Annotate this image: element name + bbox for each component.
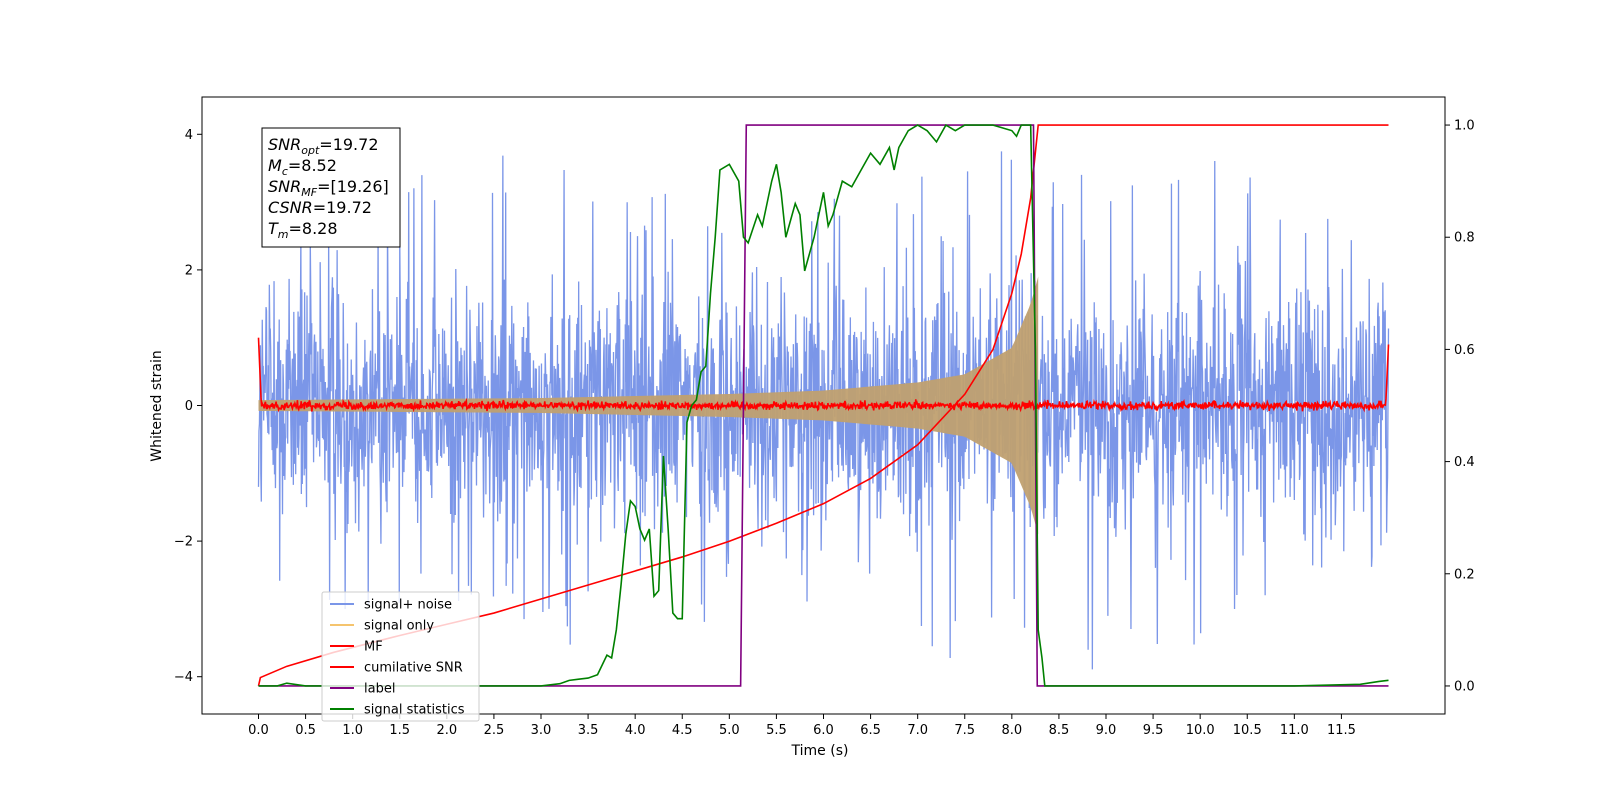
- annotation-line: SNRopt=19.72: [268, 135, 379, 157]
- x-tick-label: 7.0: [907, 723, 928, 738]
- x-tick-label: 4.0: [625, 723, 646, 738]
- metrics-annotation-box: SNRopt=19.72Mc=8.52SNRMF=[19.26]CSNR=19.…: [261, 127, 401, 248]
- legend-label: signal statistics: [364, 703, 465, 718]
- x-tick-label: 0.5: [295, 723, 316, 738]
- x-tick-label: 2.5: [484, 723, 505, 738]
- y-right-tick-label: 1.0: [1454, 119, 1475, 134]
- y-axis-right: 0.0 0.2 0.4 0.6 0.8 1.0: [1445, 119, 1475, 694]
- x-tick-label: 1.0: [342, 723, 363, 738]
- x-tick-label: 8.5: [1049, 723, 1070, 738]
- x-tick-label: 1.5: [389, 723, 410, 738]
- x-tick-label: 11.0: [1280, 723, 1309, 738]
- x-tick-label: 9.0: [1096, 723, 1117, 738]
- series-signal-noise-line: [257, 151, 1390, 670]
- x-tick-label: 8.0: [1001, 723, 1022, 738]
- x-tick-label: 4.5: [672, 723, 693, 738]
- x-axis-label: Time (s): [791, 743, 849, 759]
- legend-label: label: [364, 682, 395, 697]
- y-axis-left: −4 −2 0 2 4: [174, 128, 202, 685]
- legend-label: cumilative SNR: [364, 661, 463, 676]
- x-tick-label: 3.5: [578, 723, 599, 738]
- x-tick-label: 2.0: [436, 723, 457, 738]
- legend: signal+ noise signal only MF cumilative SNR…: [321, 591, 480, 722]
- x-tick-label: 5.5: [766, 723, 787, 738]
- y-left-tick-label: 4: [185, 128, 193, 143]
- x-axis: 0.0 0.5 1.0 1.5 2.0 2.5 3.0 3.5 4.0 4.5 5.0 5.5 6.0 6…: [248, 714, 1356, 738]
- x-tick-label: 5.0: [719, 723, 740, 738]
- x-tick-label: 0.0: [248, 723, 269, 738]
- x-tick-label: 10.5: [1233, 723, 1262, 738]
- x-tick-label: 6.5: [860, 723, 881, 738]
- legend-label: signal+ noise: [364, 598, 452, 613]
- y-right-tick-label: 0.0: [1454, 679, 1475, 694]
- legend-label: signal only: [364, 619, 434, 634]
- legend-label: MF: [364, 640, 383, 655]
- annotation-line: CSNR=19.72: [268, 198, 372, 217]
- y-right-tick-label: 0.4: [1454, 455, 1475, 470]
- x-tick-label: 3.0: [531, 723, 552, 738]
- x-tick-label: 6.0: [813, 723, 834, 738]
- legend-frame: [321, 591, 480, 722]
- x-tick-label: 9.5: [1143, 723, 1164, 738]
- y-right-tick-label: 0.2: [1454, 567, 1475, 582]
- x-tick-label: 7.5: [954, 723, 975, 738]
- x-tick-label: 11.5: [1327, 723, 1356, 738]
- y-right-tick-label: 0.6: [1454, 343, 1475, 358]
- annotation-frame: [261, 127, 401, 248]
- y-left-tick-label: 2: [185, 263, 193, 278]
- y-right-tick-label: 0.8: [1454, 231, 1475, 246]
- y-left-tick-label: −2: [174, 535, 193, 550]
- x-tick-label: 10.0: [1186, 723, 1215, 738]
- series-signal-statistics-line: [258, 123, 1389, 687]
- annotation-line: SNRMF=[19.26]: [268, 177, 389, 199]
- y-left-tick-label: −4: [174, 670, 193, 685]
- y-left-tick-label: 0: [185, 399, 193, 414]
- y-axis-label-left: Whitened strain: [149, 350, 165, 461]
- annotation-line: Mc=8.52: [268, 156, 337, 178]
- annotation-line: Tm=8.28: [268, 219, 338, 241]
- series-mf-line: [257, 337, 1390, 413]
